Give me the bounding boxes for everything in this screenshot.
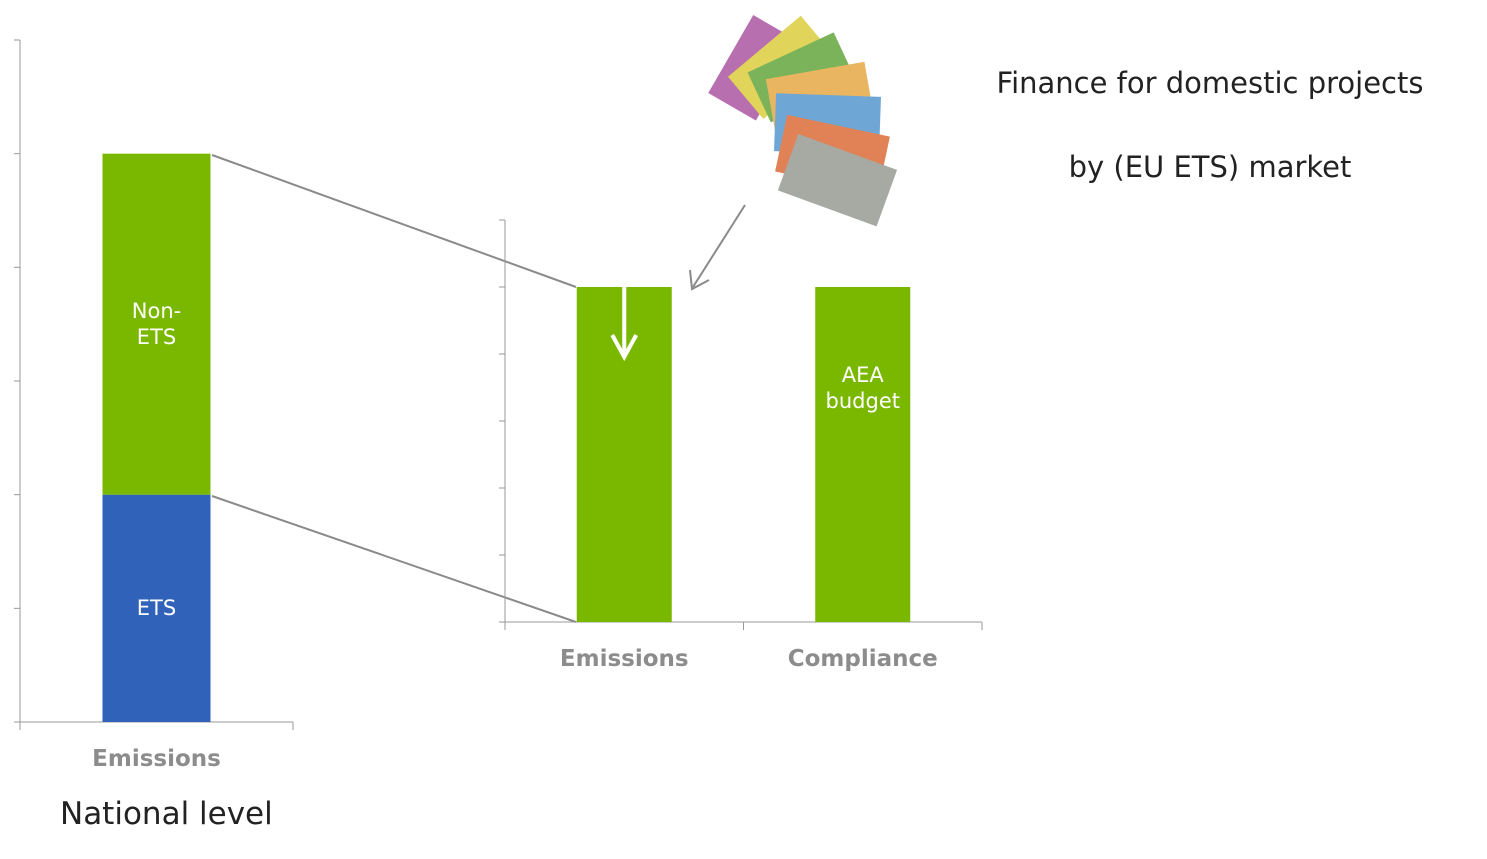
reduction-arrow-head: [610, 334, 639, 362]
x-tick-label: Compliance: [787, 646, 938, 672]
caption: National level: [60, 796, 273, 832]
bar: [815, 287, 911, 622]
money-arrow: [692, 204, 746, 288]
segment-label: ETS: [136, 596, 177, 621]
bar-segment: [102, 153, 211, 495]
x-tick-label: Emissions: [559, 646, 689, 672]
connector: [211, 154, 577, 288]
banknotes: [708, 15, 898, 227]
money-arrow-head: [689, 269, 710, 291]
note-line: by (EU ETS) market: [1068, 150, 1352, 184]
x-tick-label: Emissions: [92, 746, 221, 772]
note-line: Finance for domestic projects: [996, 66, 1424, 100]
connector: [211, 495, 577, 623]
bar-segment: [102, 494, 211, 722]
segment-label: Non-ETS: [131, 299, 182, 350]
bar-annotation: AEA budget: [825, 362, 900, 413]
